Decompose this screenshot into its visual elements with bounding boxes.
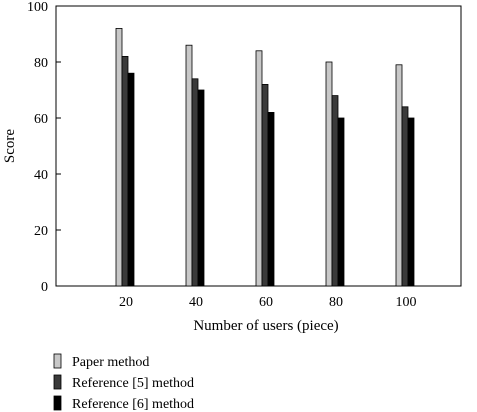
legend-label: Reference [5] method xyxy=(72,376,194,391)
x-axis-title: Number of users (piece) xyxy=(193,318,338,334)
bar-series-2 xyxy=(191,78,199,287)
y-axis-title: Score xyxy=(2,129,18,163)
bar-series-3 xyxy=(337,117,345,287)
bar-series-3 xyxy=(267,112,275,287)
legend-label: Reference [6] method xyxy=(72,397,194,412)
x-tick-label: 80 xyxy=(329,295,343,310)
bar-series-3 xyxy=(127,72,135,287)
bar-series-1 xyxy=(395,64,403,287)
x-tick-label: 40 xyxy=(189,295,203,310)
y-tick-label: 0 xyxy=(41,280,48,295)
x-tick-label: 20 xyxy=(119,295,133,310)
y-tick-label: 40 xyxy=(34,168,48,183)
legend-swatch xyxy=(53,374,62,390)
bar-series-2 xyxy=(261,84,269,287)
plot-area: 0 20 40 60 80 100 20 40 60 80 100 xyxy=(27,0,462,310)
bar-series-2 xyxy=(401,106,409,287)
x-tick-label: 60 xyxy=(259,295,273,310)
y-tick-label: 60 xyxy=(34,112,48,127)
bar-series-2 xyxy=(121,56,129,287)
legend-label: Paper method xyxy=(72,355,149,370)
bar-series-1 xyxy=(325,61,333,287)
legend-swatch xyxy=(53,395,62,411)
bar-series-1 xyxy=(255,50,263,287)
bar-series-3 xyxy=(197,89,205,287)
bar-series-3 xyxy=(407,117,415,287)
y-tick-label: 100 xyxy=(27,0,48,15)
x-tick-label: 100 xyxy=(396,295,417,310)
legend-swatch xyxy=(53,353,62,369)
bar-series-1 xyxy=(185,44,193,287)
bar-series-2 xyxy=(331,95,339,287)
y-tick-label: 80 xyxy=(34,56,48,71)
bar-series-1 xyxy=(115,27,123,287)
legend: Paper method Reference [5] method Referenc… xyxy=(53,353,194,412)
y-tick-label: 20 xyxy=(34,224,48,239)
